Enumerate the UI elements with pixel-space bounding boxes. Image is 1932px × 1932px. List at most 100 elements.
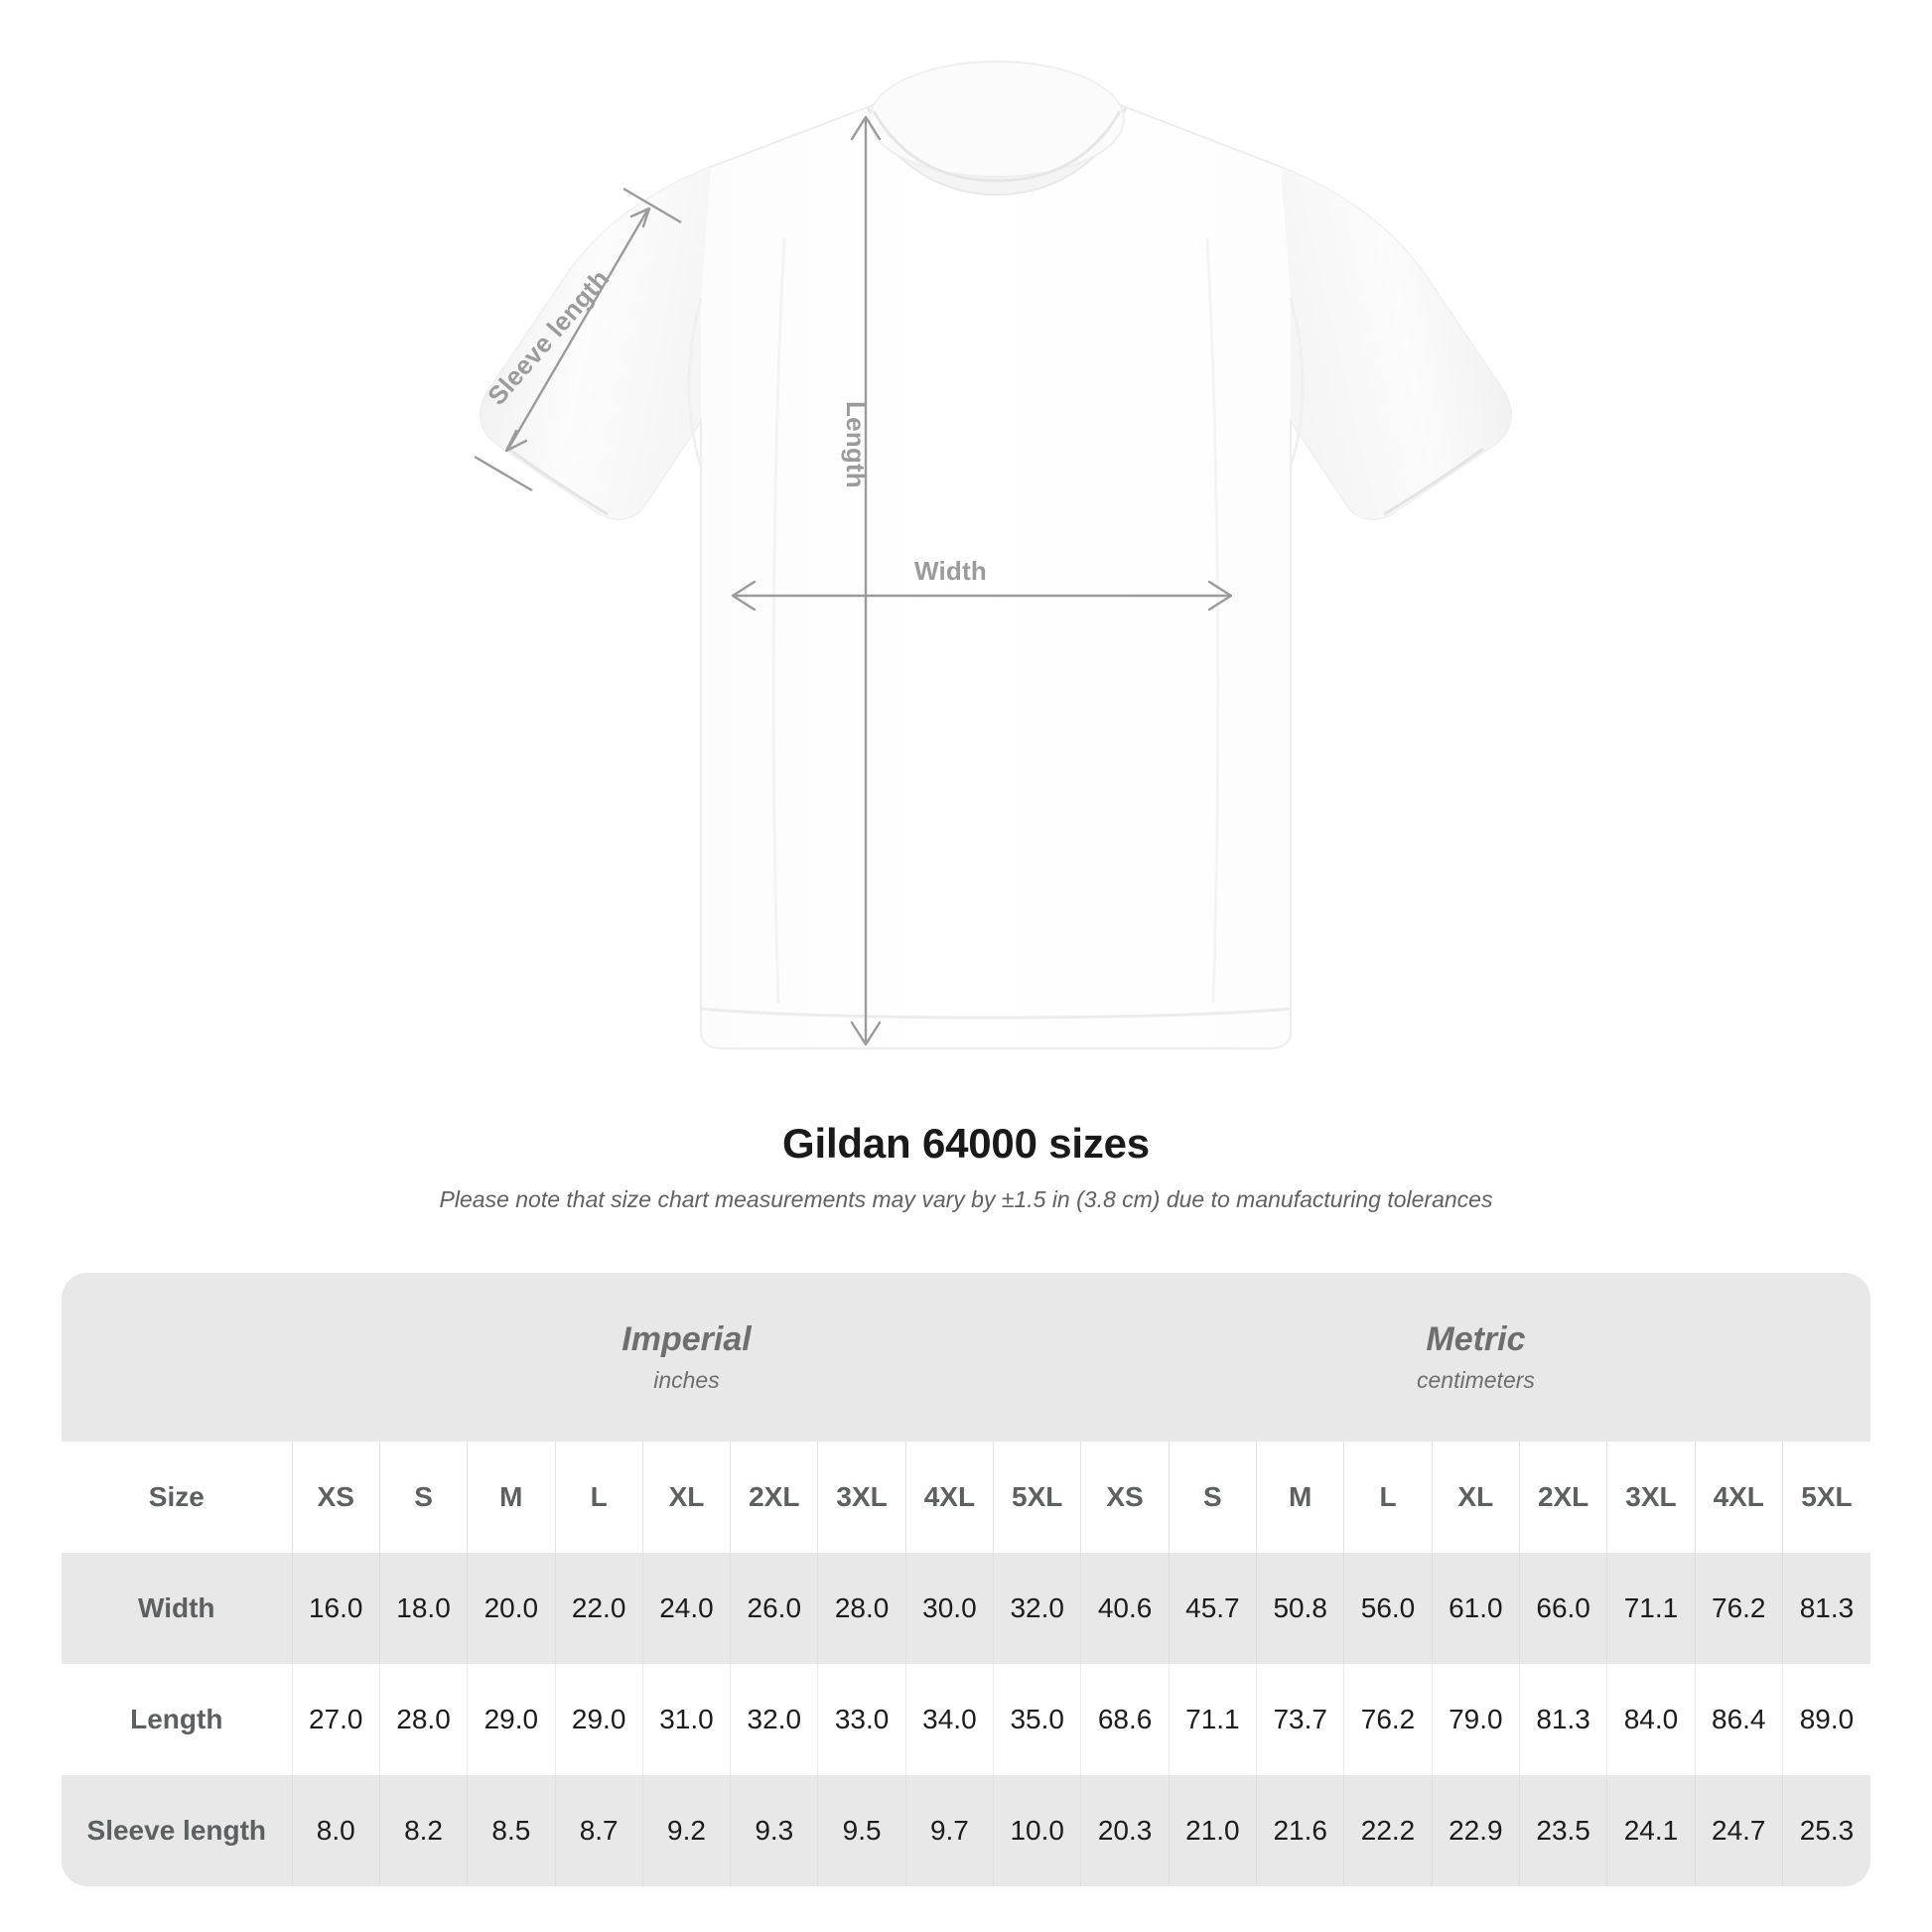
- measurement-cell: 26.0: [730, 1553, 818, 1664]
- table-row: Width 16.0 18.0 20.0 22.0 24.0 26.0 28.0…: [62, 1553, 1870, 1664]
- measurement-cell: 32.0: [730, 1664, 818, 1775]
- size-header-cell: L: [1343, 1442, 1433, 1553]
- tolerance-note: Please note that size chart measurements…: [439, 1186, 1493, 1213]
- measurement-cell: 8.0: [291, 1775, 380, 1886]
- sleeve-guide-arrow: [474, 187, 682, 492]
- size-header-cell: XS: [1080, 1442, 1170, 1553]
- unit-system-metric: Metric centimeters: [1080, 1273, 1870, 1442]
- measurement-cell: 31.0: [641, 1664, 731, 1775]
- measurement-cell: 18.0: [378, 1553, 468, 1664]
- size-header-cell: XL: [1431, 1442, 1520, 1553]
- page-title: Gildan 64000 sizes: [782, 1120, 1150, 1167]
- measurement-cell: 22.0: [554, 1553, 643, 1664]
- measurement-cell: 20.0: [467, 1553, 555, 1664]
- measurement-cell: 81.3: [1781, 1553, 1870, 1664]
- measurement-cell: 40.6: [1080, 1553, 1170, 1664]
- measurement-cell: 8.7: [554, 1775, 643, 1886]
- row-label-width: Width: [62, 1553, 293, 1664]
- imperial-system-unit: inches: [653, 1366, 720, 1393]
- size-header-cell: S: [1168, 1442, 1257, 1553]
- measurement-cell: 89.0: [1781, 1664, 1870, 1775]
- metric-system-unit: centimeters: [1417, 1366, 1535, 1393]
- measurement-cell: 8.2: [378, 1775, 468, 1886]
- measurement-cell: 68.6: [1080, 1664, 1170, 1775]
- measurement-cell: 24.1: [1606, 1775, 1696, 1886]
- measurement-cell: 27.0: [291, 1664, 380, 1775]
- measurement-cell: 61.0: [1431, 1553, 1520, 1664]
- size-header-cell: 2XL: [1518, 1442, 1607, 1553]
- measurement-cell: 25.3: [1781, 1775, 1870, 1886]
- table-corner-spacer: [62, 1273, 293, 1442]
- measurement-cell: 9.5: [817, 1775, 906, 1886]
- measurement-cell: 16.0: [291, 1553, 380, 1664]
- garment-illustration: Width Length Sleeve length: [474, 61, 1512, 1049]
- measurement-cell: 71.1: [1606, 1553, 1696, 1664]
- measurement-guides: [474, 115, 1233, 1046]
- measurement-cell: 79.0: [1431, 1664, 1520, 1775]
- metric-system-name: Metric: [1426, 1319, 1526, 1358]
- size-header-row: Size XS S M L XL 2XL 3XL 4XL 5XL XS S M …: [62, 1442, 1870, 1553]
- tshirt-svg: [474, 61, 1512, 1049]
- measurement-cell: 81.3: [1518, 1664, 1607, 1775]
- measurement-cell: 10.0: [993, 1775, 1081, 1886]
- table-row: Length 27.0 28.0 29.0 29.0 31.0 32.0 33.…: [62, 1664, 1870, 1775]
- measurement-cell: 30.0: [904, 1553, 994, 1664]
- measurement-cell: 45.7: [1168, 1553, 1257, 1664]
- measurement-cell: 56.0: [1343, 1553, 1433, 1664]
- measurement-cell: 84.0: [1606, 1664, 1696, 1775]
- size-header-cell: 4XL: [904, 1442, 994, 1553]
- measurement-cell: 35.0: [993, 1664, 1081, 1775]
- measurement-cell: 9.7: [904, 1775, 994, 1886]
- size-header-cell: 5XL: [1781, 1442, 1870, 1553]
- size-header-cell: 2XL: [730, 1442, 818, 1553]
- measurement-cell: 73.7: [1256, 1664, 1344, 1775]
- size-chart-table: Imperial inches Metric centimeters Size …: [62, 1273, 1870, 1886]
- size-header-cell: 3XL: [817, 1442, 906, 1553]
- size-header-cell: XL: [641, 1442, 731, 1553]
- size-chart-table-container: Imperial inches Metric centimeters Size …: [62, 1273, 1870, 1886]
- unit-system-header-row: Imperial inches Metric centimeters: [62, 1273, 1870, 1442]
- size-header-cell: M: [1256, 1442, 1344, 1553]
- row-label-sleeve-length: Sleeve length: [62, 1775, 293, 1886]
- size-header-cell: L: [554, 1442, 643, 1553]
- measurement-cell: 34.0: [904, 1664, 994, 1775]
- measurement-cell: 22.9: [1431, 1775, 1520, 1886]
- chart-heading: Gildan 64000 sizes Please note that size…: [0, 1120, 1932, 1215]
- measurement-cell: 66.0: [1518, 1553, 1607, 1664]
- measurement-cell: 76.2: [1694, 1553, 1783, 1664]
- measurement-cell: 33.0: [817, 1664, 906, 1775]
- measurement-cell: 23.5: [1518, 1775, 1607, 1886]
- size-header-label: Size: [62, 1442, 293, 1553]
- measurement-cell: 29.0: [554, 1664, 643, 1775]
- size-header-cell: 4XL: [1694, 1442, 1783, 1553]
- measurement-cell: 9.2: [641, 1775, 731, 1886]
- measurement-cell: 28.0: [817, 1553, 906, 1664]
- measurement-cell: 76.2: [1343, 1664, 1433, 1775]
- size-header-cell: 5XL: [993, 1442, 1081, 1553]
- tshirt-body-shape: [480, 61, 1512, 1049]
- measurement-cell: 50.8: [1256, 1553, 1344, 1664]
- size-header-cell: M: [467, 1442, 555, 1553]
- width-measurement-label: Width: [914, 556, 987, 586]
- measurement-cell: 21.6: [1256, 1775, 1344, 1886]
- measurement-cell: 28.0: [378, 1664, 468, 1775]
- measurement-cell: 29.0: [467, 1664, 555, 1775]
- measurement-cell: 32.0: [993, 1553, 1081, 1664]
- measurement-cell: 9.3: [730, 1775, 818, 1886]
- measurement-cell: 8.5: [467, 1775, 555, 1886]
- imperial-system-name: Imperial: [621, 1319, 752, 1358]
- measurement-cell: 24.7: [1694, 1775, 1783, 1886]
- measurement-cell: 71.1: [1168, 1664, 1257, 1775]
- measurement-cell: 22.2: [1343, 1775, 1433, 1886]
- size-header-cell: 3XL: [1606, 1442, 1696, 1553]
- size-header-cell: XS: [291, 1442, 380, 1553]
- row-label-length: Length: [62, 1664, 293, 1775]
- table-row: Sleeve length 8.0 8.2 8.5 8.7 9.2 9.3 9.…: [62, 1775, 1870, 1886]
- measurement-cell: 21.0: [1168, 1775, 1257, 1886]
- width-guide-arrow: [731, 580, 1233, 612]
- unit-system-imperial: Imperial inches: [292, 1273, 1081, 1442]
- measurement-cell: 20.3: [1080, 1775, 1170, 1886]
- size-header-cell: S: [378, 1442, 468, 1553]
- length-guide-arrow: [850, 115, 882, 1046]
